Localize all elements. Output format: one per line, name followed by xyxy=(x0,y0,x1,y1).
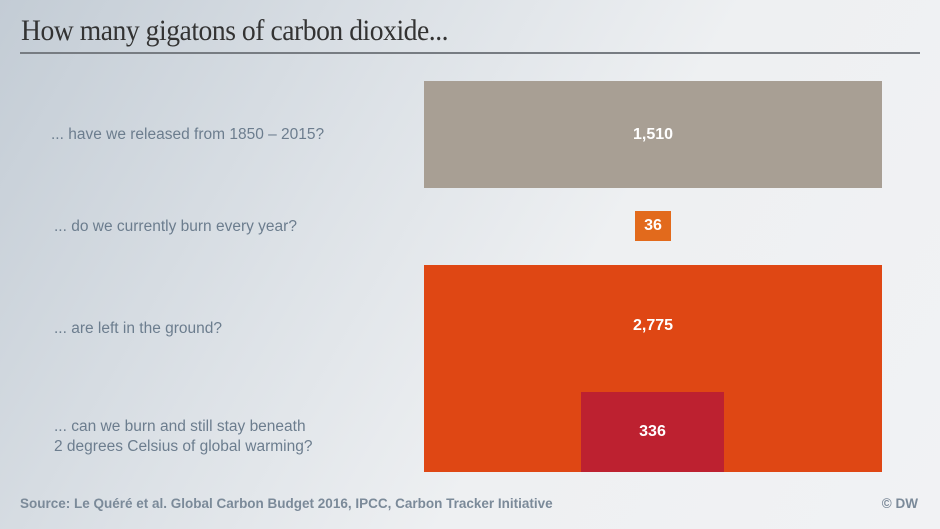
category-label-yearly: ... do we currently burn every year? xyxy=(54,218,297,235)
credit: © DW xyxy=(881,496,918,511)
source-note: Source: Le Quéré et al. Global Carbon Bu… xyxy=(20,496,553,511)
bar-budget: 336 xyxy=(581,392,724,472)
bar-yearly: 36 xyxy=(635,211,671,241)
category-label-released: ... have we released from 1850 – 2015? xyxy=(51,126,325,143)
value-label-budget: 336 xyxy=(639,423,666,440)
bar-released: 1,510 xyxy=(424,81,882,188)
value-label-yearly: 36 xyxy=(644,217,662,234)
chart-title: How many gigatons of carbon dioxide... xyxy=(21,14,449,47)
category-label-in-ground: ... are left in the ground? xyxy=(54,320,223,337)
value-label-in-ground: 2,775 xyxy=(632,317,674,334)
category-label-budget: ... can we burn and still stay beneath 2… xyxy=(54,418,313,455)
title-divider xyxy=(20,52,920,54)
value-label-released: 1,510 xyxy=(632,125,674,143)
